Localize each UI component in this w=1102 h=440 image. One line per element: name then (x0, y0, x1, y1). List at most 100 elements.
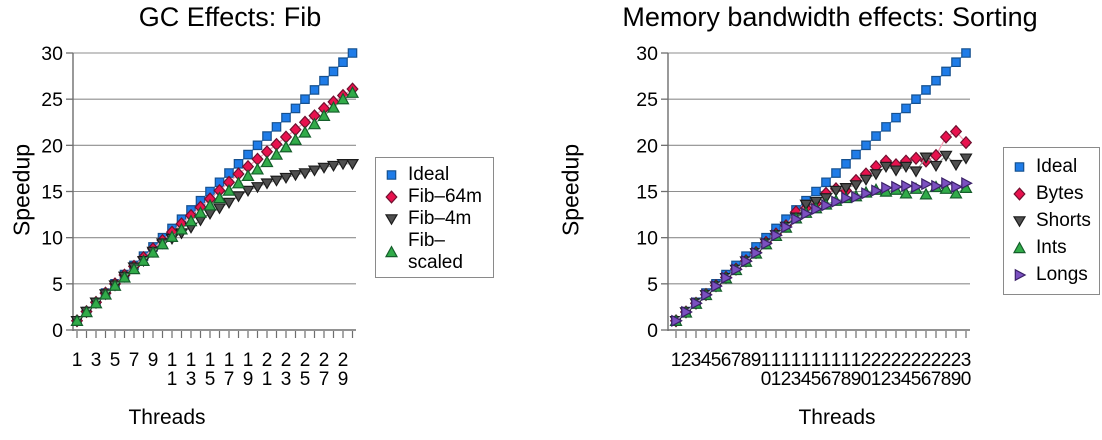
x-tick-label: 1 (841, 350, 852, 371)
x-tick-label: 3 (691, 350, 702, 371)
x-tick-label: 9 (338, 369, 349, 390)
square-marker (851, 149, 861, 160)
legend-item-fib-scaled: Fib–scaled (384, 230, 485, 274)
triangle-right-marker (921, 177, 933, 191)
legend-label: Fib–4m (408, 208, 472, 229)
square-marker (290, 103, 301, 114)
legend-label: Ideal (408, 164, 450, 185)
square-marker (319, 75, 329, 86)
x-tick-label: 2 (881, 369, 892, 390)
x-tick-label: 9 (148, 350, 159, 371)
triangle-down-marker (829, 185, 843, 197)
square-marker (861, 140, 871, 151)
triangle-down-marker (288, 170, 303, 182)
square-marker (309, 85, 320, 95)
triangle-up-marker (919, 187, 933, 200)
triangle-up-marker (146, 245, 160, 258)
triangle-up-marker (269, 147, 284, 160)
triangle-right-marker (941, 176, 953, 190)
x-tick-label: 6 (721, 350, 732, 371)
square-marker (300, 94, 310, 104)
x-axis-label-right: Threads (798, 406, 876, 429)
legend-marker (386, 170, 397, 180)
triangle-down-marker (336, 159, 350, 171)
triangle-down-marker (959, 153, 973, 165)
triangle-up-marker (317, 109, 331, 121)
legend-marker (1014, 162, 1025, 173)
triangle-up-icon (384, 245, 399, 258)
x-tick-label: 1 (791, 350, 802, 371)
x-tick-label: 2 (911, 350, 922, 371)
x-ticks (76, 331, 354, 338)
series-longs (671, 176, 973, 327)
y-ticks: 0 5 10 15 20 25 30 (636, 43, 668, 342)
y-tick-label: 20 (41, 135, 63, 157)
x-tick-label: 2 (262, 350, 273, 371)
x-tick-label: 1 (167, 350, 178, 371)
x-tick-label: 1 (811, 350, 822, 371)
x-tick-label: 7 (831, 369, 842, 390)
square-marker (831, 168, 841, 178)
triangle-up-marker (326, 100, 341, 113)
triangle-right-marker (851, 190, 863, 204)
y-tick-label: 15 (41, 182, 63, 204)
x-tick-label: 2 (338, 350, 349, 371)
square-marker (821, 177, 831, 188)
y-tick-label: 30 (636, 43, 658, 65)
x-tick-label: 2 (901, 350, 912, 371)
x-tick-label: 4 (801, 369, 812, 390)
x-tick-label: 2 (300, 350, 311, 371)
x-tick-label: 7 (224, 369, 235, 390)
square-marker (338, 57, 348, 68)
triangle-down-marker (241, 185, 255, 197)
triangle-down-marker (909, 166, 923, 178)
triangle-down-marker (326, 160, 341, 173)
triangle-down-marker (345, 159, 360, 171)
triangle-right-marker (701, 288, 713, 302)
triangle-right-marker (841, 191, 853, 205)
square-marker (224, 168, 234, 178)
x-tick-label: 9 (243, 369, 254, 390)
triangle-down-icon (1012, 216, 1027, 228)
triangle-up-marker (288, 133, 303, 145)
triangle-up-marker (250, 162, 265, 175)
triangle-down-marker (889, 165, 903, 177)
triangle-up-marker (345, 86, 360, 98)
square-icon (386, 170, 397, 180)
legend-marker (1012, 216, 1027, 228)
diamond-marker (929, 148, 943, 163)
legend-marker (384, 214, 399, 226)
triangle-down-marker (859, 174, 873, 186)
triangle-up-marker (108, 279, 122, 291)
triangle-up-marker (127, 262, 141, 275)
x-tick-label: 8 (941, 369, 952, 390)
triangle-up-marker (336, 92, 350, 105)
square-marker (941, 66, 951, 77)
x-tick-label: 1 (224, 350, 235, 371)
x-tick-label: 2 (881, 350, 892, 371)
x-tick-label: 2 (861, 350, 872, 371)
triangle-up-marker (260, 155, 274, 168)
triangle-down-marker (929, 160, 943, 173)
x-tick-label: 2 (951, 350, 962, 371)
triangle-up-marker (184, 214, 198, 227)
x-tick-label: 1 (771, 350, 782, 371)
legend-label: Longs (1036, 263, 1088, 285)
legend-label: Fib–64m (408, 186, 482, 207)
square-marker (921, 85, 931, 95)
triangle-up-marker (203, 198, 217, 211)
square-marker (841, 159, 851, 169)
chart-title-memory-bandwidth: Memory bandwidth effects: Sorting (622, 2, 1038, 32)
square-icon (1014, 162, 1025, 173)
triangle-right-marker (911, 180, 923, 194)
legend-label: Bytes (1036, 183, 1084, 205)
y-tick-label: 10 (41, 228, 63, 250)
triangle-right-marker (751, 246, 763, 260)
legend-item-fib-4m: Fib–4m (384, 208, 485, 230)
square-marker (811, 186, 821, 197)
y-tick-label: 25 (636, 89, 658, 111)
triangle-down-marker (212, 203, 227, 215)
triangle-right-marker (861, 187, 873, 200)
